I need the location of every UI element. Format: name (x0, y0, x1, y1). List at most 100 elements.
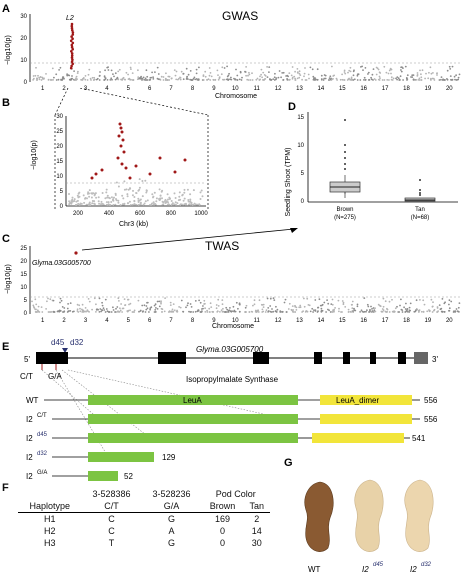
table-header: Pod Color (215, 489, 256, 499)
manhattan-point (436, 74, 438, 76)
zoom-ytick: 30 (56, 114, 63, 120)
manhattan-point (155, 307, 157, 309)
manhattan-point (48, 311, 51, 313)
protein-row-wt: WT LeuA LeuA_dimer 556 (26, 395, 438, 405)
manhattan-point (253, 299, 256, 302)
manhattan-point (141, 304, 144, 307)
zoom-point (97, 200, 100, 203)
manhattan-point (149, 308, 152, 311)
zoom-hit (117, 134, 121, 138)
zoom-gray-points (68, 178, 204, 206)
peak-point (70, 26, 74, 30)
manhattan-point (192, 77, 195, 80)
haplotype-table: 3-528386 3-528236 Pod Color Haplotype C/… (18, 488, 270, 549)
manhattan-point (301, 78, 303, 81)
manhattan-point (71, 310, 74, 313)
manhattan-point (303, 75, 305, 78)
manhattan-point (77, 70, 79, 73)
table-cell: 0 (219, 538, 225, 548)
zoom-point (184, 203, 187, 205)
manhattan-point (288, 78, 291, 81)
zoom-point (88, 192, 90, 195)
zoom-point (71, 196, 74, 199)
manhattan-point (399, 79, 401, 81)
manhattan-point (266, 297, 269, 300)
manhattan-point (214, 79, 217, 81)
manhattan-point (369, 310, 371, 313)
zoom-point (127, 188, 130, 191)
manhattan-point (34, 298, 37, 301)
zoom-point (155, 200, 158, 203)
manhattan-point (58, 69, 60, 71)
zoom-hit (119, 144, 123, 148)
manhattan-point (328, 77, 331, 79)
gwas-ytick: 30 (20, 14, 27, 20)
zoom-point (191, 204, 194, 206)
chromosome-tick: 2 (62, 86, 66, 92)
manhattan-point (204, 307, 207, 310)
manhattan-point (226, 65, 229, 68)
zoom-point (112, 204, 115, 206)
twas-yticks: 0 5 10 15 20 25 (20, 246, 27, 317)
manhattan-point (203, 299, 206, 302)
manhattan-point (458, 311, 460, 313)
manhattan-point (223, 67, 226, 69)
table-header (18, 488, 82, 500)
manhattan-point (160, 75, 163, 78)
manhattan-point (151, 71, 154, 74)
manhattan-point (206, 78, 208, 81)
manhattan-point (31, 300, 33, 303)
chromosome-tick: 14 (318, 86, 325, 92)
chromosome-tick: 4 (105, 86, 109, 92)
zoom-point (114, 203, 117, 206)
manhattan-point (112, 306, 114, 309)
deletion-label-d45: d45 (51, 338, 65, 347)
zoom-point (73, 198, 76, 201)
zoom-point (139, 198, 142, 201)
zoom-point (125, 188, 128, 191)
manhattan-point (169, 304, 172, 306)
manhattan-point (40, 306, 43, 308)
manhattan-point (311, 307, 314, 310)
manhattan-point (73, 70, 75, 72)
manhattan-point (237, 307, 239, 310)
manhattan-point (274, 310, 277, 312)
table-cell: 30 (251, 538, 262, 548)
zoom-point (88, 195, 91, 198)
zoom-point (105, 191, 108, 194)
manhattan-point (448, 65, 451, 68)
manhattan-point (408, 306, 411, 309)
manhattan-point (257, 311, 260, 313)
manhattan-point (404, 311, 407, 313)
manhattan-point (363, 297, 366, 299)
manhattan-point (37, 74, 39, 77)
manhattan-point (353, 78, 356, 81)
twas-title: TWAS (205, 239, 239, 253)
manhattan-point (384, 300, 387, 303)
manhattan-point (140, 77, 142, 80)
manhattan-point (235, 68, 237, 71)
manhattan-point (154, 309, 157, 311)
manhattan-point (348, 77, 350, 80)
peak-point (70, 45, 74, 49)
manhattan-point (222, 307, 224, 310)
manhattan-point (267, 307, 270, 309)
manhattan-point (41, 76, 44, 79)
manhattan-point (356, 73, 359, 76)
manhattan-point (185, 67, 188, 70)
manhattan-point (370, 78, 373, 81)
manhattan-point (85, 310, 87, 313)
manhattan-point (127, 73, 129, 76)
manhattan-point (352, 311, 354, 313)
manhattan-point (109, 79, 112, 81)
zoom-ytick: 0 (60, 204, 64, 210)
peak-point (70, 43, 74, 47)
three-prime: 3' (432, 355, 438, 364)
manhattan-point (341, 300, 344, 302)
zoom-point (153, 203, 156, 206)
manhattan-point (76, 72, 79, 74)
manhattan-point (296, 68, 299, 70)
manhattan-point (363, 79, 365, 81)
table-cell: 169 (214, 514, 231, 524)
manhattan-point (299, 74, 302, 76)
